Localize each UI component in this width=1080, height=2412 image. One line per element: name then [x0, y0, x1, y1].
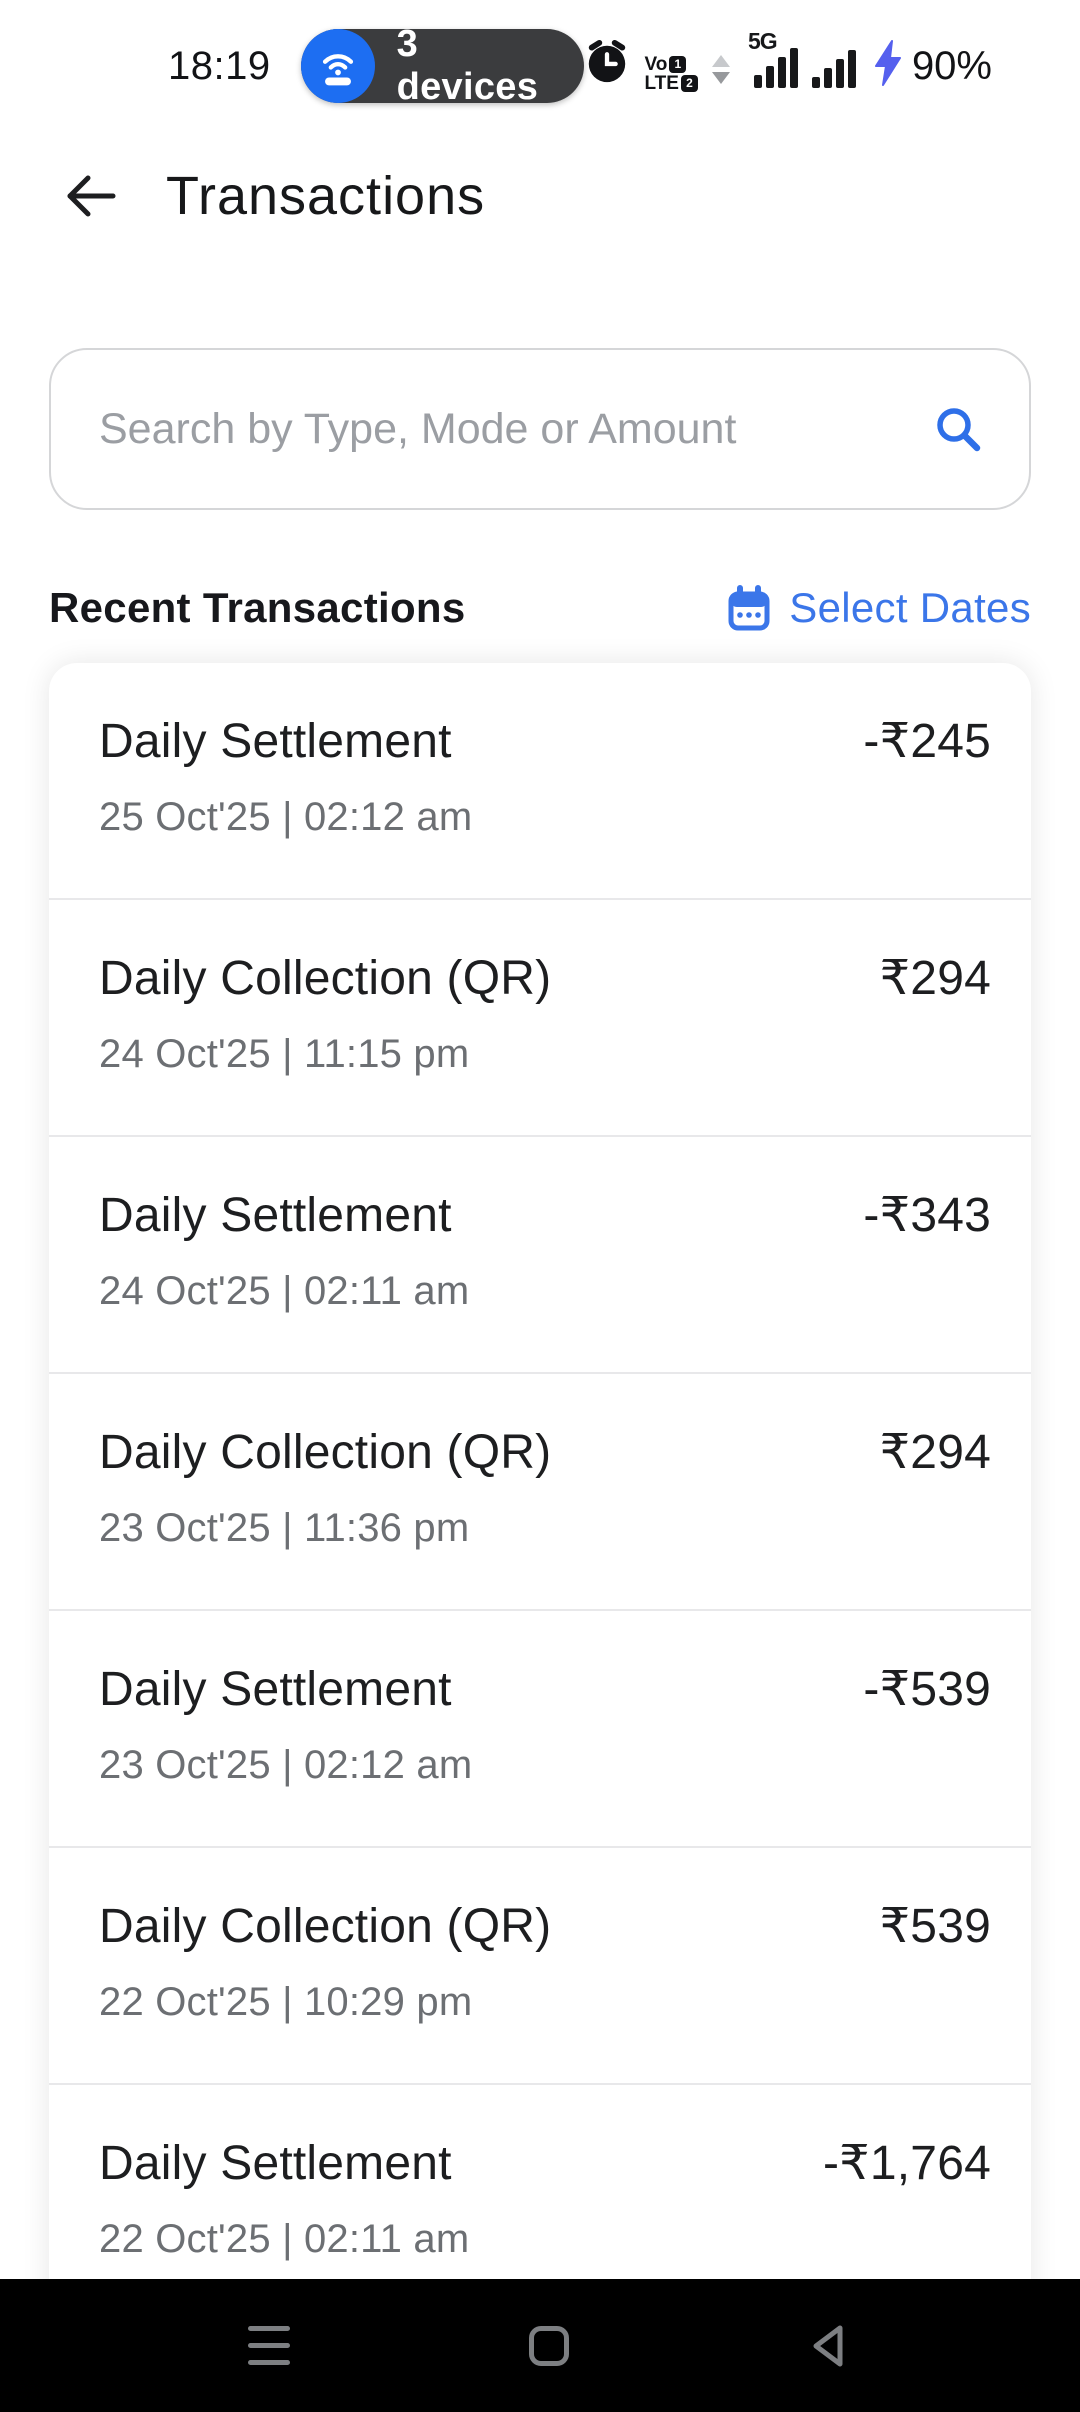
transaction-amount: ₹539: [879, 1900, 991, 1953]
nav-home-button[interactable]: [529, 2325, 569, 2366]
transaction-type: Daily Collection (QR): [99, 1426, 552, 1479]
transaction-datetime: 23 Oct'25 | 11:36 pm: [99, 1506, 470, 1550]
back-arrow-icon: [67, 175, 116, 217]
data-activity-icon: [711, 54, 730, 84]
volte-text-1: Vo: [644, 53, 668, 75]
volte-indicator: Vo 1 LTE 2: [644, 53, 698, 94]
transaction-type: Daily Collection (QR): [99, 952, 552, 1005]
status-icons: Vo 1 LTE 2 5G: [584, 28, 992, 94]
transaction-datetime: 24 Oct'25 | 11:15 pm: [99, 1032, 470, 1076]
calendar-icon: [725, 584, 773, 632]
transaction-datetime: 25 Oct'25 | 02:12 am: [99, 795, 473, 839]
sim2-badge: 2: [680, 74, 698, 92]
transaction-amount: -₹245: [863, 715, 991, 768]
transaction-type: Daily Settlement: [99, 1663, 452, 1716]
transaction-type: Daily Collection (QR): [99, 1900, 552, 1953]
transaction-amount: -₹1,764: [822, 2137, 991, 2190]
network-type-label: 5G: [747, 27, 778, 54]
transaction-row[interactable]: Daily Settlement -₹245 25 Oct'25 | 02:12…: [49, 663, 1031, 900]
search-icon[interactable]: [931, 402, 985, 456]
transaction-row[interactable]: Daily Settlement -₹1,764 22 Oct'25 | 02:…: [49, 2085, 1031, 2322]
transaction-datetime: 22 Oct'25 | 02:11 am: [99, 2217, 470, 2261]
transaction-row[interactable]: Daily Collection (QR) ₹294 23 Oct'25 | 1…: [49, 1374, 1031, 1611]
transaction-amount: -₹343: [863, 1189, 991, 1242]
section-title: Recent Transactions: [49, 584, 466, 631]
battery-percent: 90%: [911, 43, 992, 88]
page-title: Transactions: [166, 166, 486, 226]
transaction-datetime: 22 Oct'25 | 10:29 pm: [99, 1980, 473, 2024]
transaction-amount: -₹539: [863, 1663, 991, 1716]
nav-back-button[interactable]: [808, 2322, 848, 2370]
transaction-row[interactable]: Daily Collection (QR) ₹294 24 Oct'25 | 1…: [49, 900, 1031, 1137]
search-input[interactable]: [99, 404, 931, 454]
volte-text-2: LTE: [644, 72, 679, 94]
hotspot-icon: [300, 29, 375, 103]
transaction-datetime: 24 Oct'25 | 02:11 am: [99, 1269, 470, 1313]
charging-bolt-icon: [872, 39, 904, 92]
header: Transactions: [0, 158, 1080, 234]
transaction-list: Daily Settlement -₹245 25 Oct'25 | 02:12…: [49, 663, 1031, 2412]
hotspot-device-count: 3 devices: [396, 23, 539, 108]
transaction-type: Daily Settlement: [99, 715, 452, 768]
nav-menu-button[interactable]: [248, 2326, 290, 2365]
transaction-row[interactable]: Daily Collection (QR) ₹539 22 Oct'25 | 1…: [49, 1848, 1031, 2085]
transaction-type: Daily Settlement: [99, 1189, 452, 1242]
sim1-badge: 1: [669, 55, 687, 73]
alarm-icon: [584, 39, 630, 90]
transaction-amount: ₹294: [879, 1426, 991, 1479]
select-dates-button[interactable]: Select Dates: [725, 584, 1031, 632]
android-nav-bar: [0, 2279, 1080, 2412]
battery-status: 90%: [872, 39, 992, 94]
hotspot-pill[interactable]: 3 devices: [300, 23, 585, 108]
transaction-datetime: 23 Oct'25 | 02:12 am: [99, 1743, 473, 1787]
signal-sim1-icon: 5G: [748, 28, 798, 88]
section-header: Recent Transactions Select Dates: [49, 576, 1031, 640]
search-box[interactable]: [49, 348, 1031, 510]
transaction-row[interactable]: Daily Settlement -₹539 23 Oct'25 | 02:12…: [49, 1611, 1031, 1848]
back-button[interactable]: [58, 163, 124, 229]
select-dates-label: Select Dates: [789, 584, 1031, 631]
transaction-row[interactable]: Daily Settlement -₹343 24 Oct'25 | 02:11…: [49, 1137, 1031, 1374]
signal-sim2-icon: [811, 49, 856, 88]
status-bar: 18:19 3 devices: [0, 0, 1080, 132]
status-time: 18:19: [168, 43, 271, 88]
transaction-type: Daily Settlement: [99, 2137, 452, 2190]
transaction-amount: ₹294: [879, 952, 991, 1005]
